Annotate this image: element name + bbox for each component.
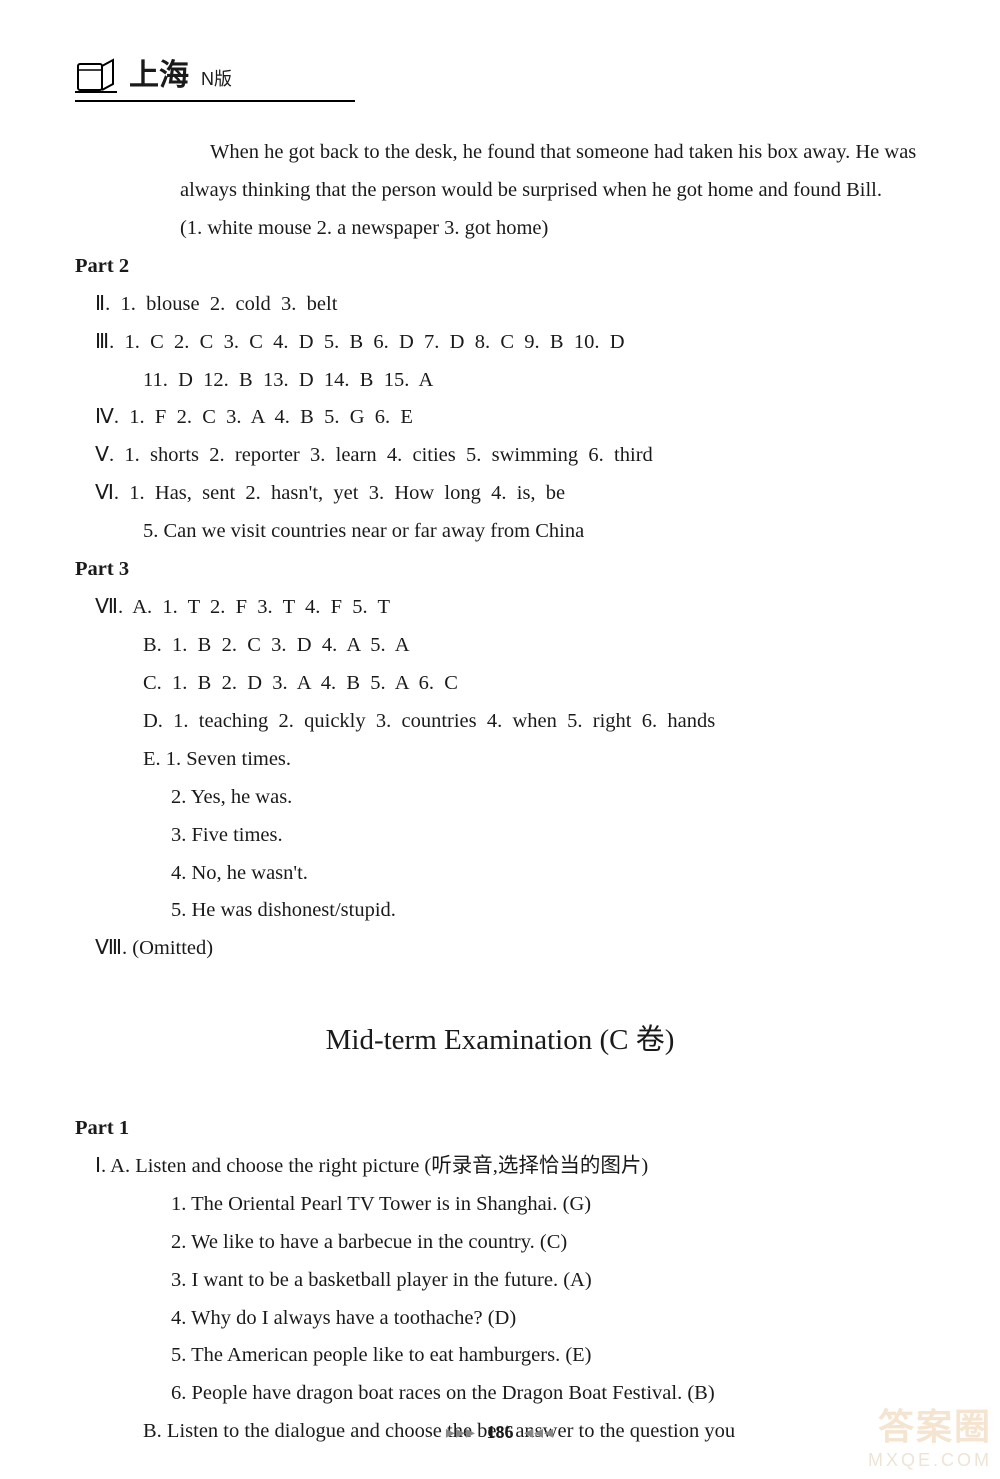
answer-line: D. 1. teaching 2. quickly 3. countries 4… xyxy=(75,703,925,741)
answer-line: 5. Can we visit countries near or far aw… xyxy=(75,513,925,551)
watermark: 答案圈 MXQE.COM xyxy=(868,1398,992,1471)
part-2-label: Part 2 xyxy=(75,248,925,286)
answer-line: Ⅶ. A. 1. T 2. F 3. T 4. F 5. T xyxy=(75,589,925,627)
answer-line: C. 1. B 2. D 3. A 4. B 5. A 6. C xyxy=(75,665,925,703)
paragraph-answers: (1. white mouse 2. a newspaper 3. got ho… xyxy=(75,210,925,248)
watermark-url: MXQE.COM xyxy=(868,1450,992,1471)
answer-line: 2. We like to have a barbecue in the cou… xyxy=(75,1224,925,1262)
exam-title: Mid-term Examination (C 卷) xyxy=(75,1014,925,1068)
page-header: 上海 N版 xyxy=(75,50,355,102)
answer-line: Ⅲ. 1. C 2. C 3. C 4. D 5. B 6. D 7. D 8.… xyxy=(75,324,925,362)
answer-line: 3. I want to be a basketball player in t… xyxy=(75,1262,925,1300)
header-subtitle: N版 xyxy=(201,65,232,94)
paragraph-text: When he got back to the desk, he found t… xyxy=(75,134,925,210)
answer-line: Ⅱ. 1. blouse 2. cold 3. belt xyxy=(75,286,925,324)
watermark-title: 答案圈 xyxy=(868,1398,992,1450)
answer-line: 2. Yes, he was. xyxy=(75,779,925,817)
header-title: 上海 xyxy=(129,50,189,94)
answer-line: 6. People have dragon boat races on the … xyxy=(75,1375,925,1413)
answer-line: Ⅵ. 1. Has, sent 2. hasn't, yet 3. How lo… xyxy=(75,475,925,513)
answer-line: Ⅳ. 1. F 2. C 3. A 4. B 5. G 6. E xyxy=(75,399,925,437)
answer-line: 11. D 12. B 13. D 14. B 15. A xyxy=(75,362,925,400)
page-number-value: 186 xyxy=(487,1422,514,1442)
part-1-label: Part 1 xyxy=(75,1110,925,1148)
answer-line: Ⅴ. 1. shorts 2. reporter 3. learn 4. cit… xyxy=(75,437,925,475)
answer-line: 5. The American people like to eat hambu… xyxy=(75,1337,925,1375)
book-icon xyxy=(75,56,117,94)
answer-line: B. 1. B 2. C 3. D 4. A 5. A xyxy=(75,627,925,665)
answer-line: 1. The Oriental Pearl TV Tower is in Sha… xyxy=(75,1186,925,1224)
answer-line: E. 1. Seven times. xyxy=(75,741,925,779)
answer-line: 3. Five times. xyxy=(75,817,925,855)
answer-line: 5. He was dishonest/stupid. xyxy=(75,892,925,930)
answer-line: 4. No, he wasn't. xyxy=(75,855,925,893)
part-3-label: Part 3 xyxy=(75,551,925,589)
page-number: ▸▸▸ 186 ◂◂◂ xyxy=(0,1422,1000,1443)
answer-line: 4. Why do I always have a toothache? (D) xyxy=(75,1300,925,1338)
arrow-right-icon: ◂◂◂ xyxy=(524,1422,554,1442)
arrow-left-icon: ▸▸▸ xyxy=(446,1422,476,1442)
answer-line: Ⅰ. A. Listen and choose the right pictur… xyxy=(75,1148,925,1186)
page-content: When he got back to the desk, he found t… xyxy=(75,134,925,1451)
answer-line: Ⅷ. (Omitted) xyxy=(75,930,925,968)
